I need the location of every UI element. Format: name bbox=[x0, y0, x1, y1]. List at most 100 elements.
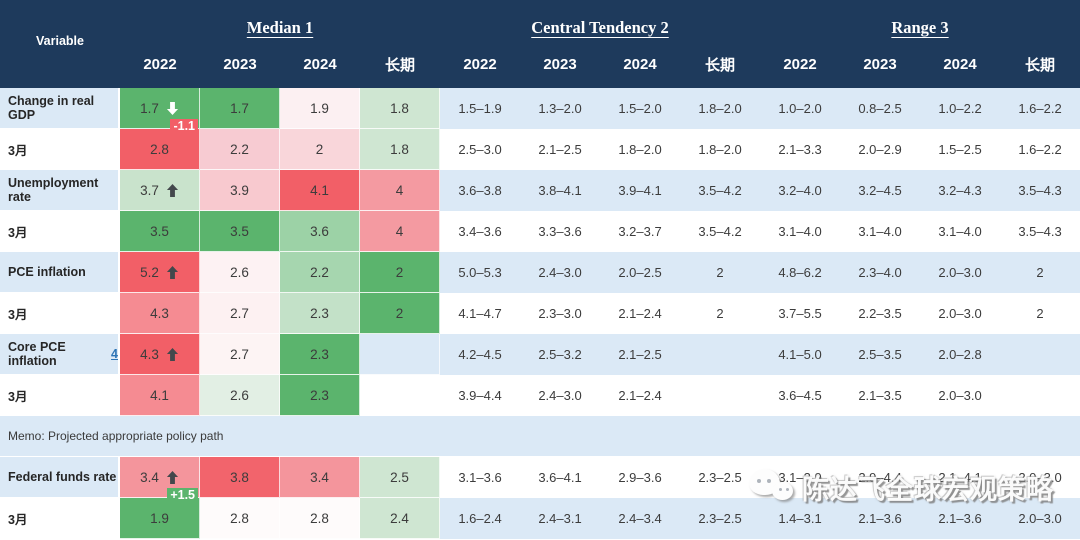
ct-cell: 2.3–3.0 bbox=[520, 293, 600, 334]
median-cell: 2.3 bbox=[280, 334, 360, 375]
median-value: 3.8 bbox=[230, 469, 249, 485]
median-value: 2.2 bbox=[230, 141, 249, 157]
median-value: 4.3 bbox=[150, 305, 169, 321]
row-label-text: 3月 bbox=[8, 512, 28, 527]
row-label-text: Core PCE inflation bbox=[8, 340, 66, 368]
range-cell: 3.1–3.9 bbox=[760, 457, 840, 498]
ct-cell: 3.8–4.1 bbox=[520, 170, 600, 211]
row-label-text: 3月 bbox=[8, 389, 28, 404]
median-value: 3.5 bbox=[150, 223, 169, 239]
row-label-text: Federal funds rate bbox=[8, 470, 117, 484]
ct-cell: 3.9–4.1 bbox=[600, 170, 680, 211]
median-cell: 3.7 bbox=[120, 170, 200, 211]
median-cell: 2 bbox=[280, 129, 360, 170]
ct-cell: 3.4–3.6 bbox=[440, 211, 520, 252]
median-value: 3.4 bbox=[140, 469, 159, 485]
range-cell: 2.0–3.0 bbox=[920, 375, 1000, 416]
median-value: 2.5 bbox=[390, 469, 409, 485]
range-cell: 2.1–4.1 bbox=[920, 457, 1000, 498]
range-cell: 4.1–5.0 bbox=[760, 334, 840, 375]
year-header: 2023 bbox=[863, 55, 897, 73]
median-value: 2.7 bbox=[230, 346, 249, 362]
year-header: 2024 bbox=[303, 55, 337, 73]
memo-row: Memo: Projected appropriate policy path bbox=[0, 416, 1080, 457]
range-cell: 2.1–3.6 bbox=[920, 498, 1000, 539]
ct-cell: 3.6–3.8 bbox=[440, 170, 520, 211]
range-cell: 2.0–3.0 bbox=[920, 252, 1000, 293]
range-cell bbox=[1000, 375, 1080, 416]
median-value: 5.2 bbox=[140, 264, 159, 280]
median-value: 1.7 bbox=[140, 100, 159, 116]
ct-cell: 1.8–2.0 bbox=[600, 129, 680, 170]
range-cell: 3.2–4.5 bbox=[840, 170, 920, 211]
range-cell: 2.2–3.5 bbox=[840, 293, 920, 334]
range-cell: 4.8–6.2 bbox=[760, 252, 840, 293]
median-value: 2.4 bbox=[390, 510, 409, 526]
median-cell: 4.3 bbox=[120, 334, 200, 375]
range-cell: 2.1–3.6 bbox=[840, 498, 920, 539]
median-cell: 1.9 bbox=[280, 88, 360, 129]
median-cell: 2.6 bbox=[200, 252, 280, 293]
row-label: Federal funds rate bbox=[0, 457, 120, 498]
year-header: 2024 bbox=[623, 55, 657, 73]
range-cell: 2.0–3.0 bbox=[1000, 498, 1080, 539]
range-cell: 3.1–4.0 bbox=[840, 211, 920, 252]
ct-cell bbox=[680, 375, 760, 416]
range-cell: 3.5–4.3 bbox=[1000, 211, 1080, 252]
range-cell: 1.6–2.2 bbox=[1000, 88, 1080, 129]
arrow-up-icon bbox=[166, 265, 178, 279]
row-label-text: Change in real GDP bbox=[8, 94, 95, 122]
median-cell: 1.8 bbox=[360, 129, 440, 170]
median-cell: 2.3 bbox=[280, 375, 360, 416]
median-value: 2.2 bbox=[310, 264, 329, 280]
median-cell: 2.8 bbox=[200, 498, 280, 539]
range-cell: 2.0–2.8 bbox=[920, 334, 1000, 375]
range-cell: 2.9–4.4 bbox=[840, 457, 920, 498]
arrow-up-icon bbox=[166, 470, 178, 484]
range-cell: 3.1–4.0 bbox=[760, 211, 840, 252]
range-cell: 2.0–3.0 bbox=[1000, 457, 1080, 498]
median-cell: 2 bbox=[360, 252, 440, 293]
range-cell: 2 bbox=[1000, 293, 1080, 334]
median-cell bbox=[360, 334, 440, 375]
group-title-central-tendency: Central Tendency 2 bbox=[531, 18, 669, 37]
median-value: 2.8 bbox=[150, 141, 169, 157]
median-value: 4.3 bbox=[140, 346, 159, 362]
row-label: 3月 bbox=[0, 211, 120, 252]
median-value: 2.6 bbox=[230, 264, 249, 280]
ct-cell: 3.5–4.2 bbox=[680, 211, 760, 252]
median-value: 3.7 bbox=[140, 182, 159, 198]
ct-cell: 3.3–3.6 bbox=[520, 211, 600, 252]
median-cell: 1.7 bbox=[200, 88, 280, 129]
median-cell: 2.7 bbox=[200, 334, 280, 375]
row-label: Core PCE inflation 4 bbox=[0, 334, 120, 375]
median-value: 1.8 bbox=[390, 100, 409, 116]
ct-cell: 1.5–1.9 bbox=[440, 88, 520, 129]
range-cell: 1.0–2.2 bbox=[920, 88, 1000, 129]
median-value: 2.3 bbox=[310, 387, 329, 403]
footnote-link[interactable]: 4 bbox=[111, 347, 118, 361]
median-cell: 2.4 bbox=[360, 498, 440, 539]
change-note-badge: -1.1 bbox=[170, 119, 198, 134]
median-value: 3.6 bbox=[310, 223, 329, 239]
ct-cell: 3.9–4.4 bbox=[440, 375, 520, 416]
median-value: 4.1 bbox=[310, 182, 329, 198]
median-cell: 2.6 bbox=[200, 375, 280, 416]
median-cell: 4 bbox=[360, 211, 440, 252]
row-label-text: 3月 bbox=[8, 225, 28, 240]
row-label: 3月 bbox=[0, 498, 120, 539]
row-label-text: 3月 bbox=[8, 307, 28, 322]
ct-cell: 3.1–3.6 bbox=[440, 457, 520, 498]
median-cell: 4 bbox=[360, 170, 440, 211]
range-cell: 3.2–4.0 bbox=[760, 170, 840, 211]
ct-cell: 2.1–2.5 bbox=[520, 129, 600, 170]
change-note-badge: +1.5 bbox=[167, 488, 198, 503]
ct-cell: 2.4–3.0 bbox=[520, 375, 600, 416]
arrow-up-icon bbox=[166, 347, 178, 361]
range-cell: 2.1–3.5 bbox=[840, 375, 920, 416]
median-cell: 3.6 bbox=[280, 211, 360, 252]
median-value: 4 bbox=[395, 182, 404, 198]
median-cell: 2.8 -1.1 bbox=[120, 119, 200, 170]
median-cell: 4.1 bbox=[280, 170, 360, 211]
median-cell bbox=[360, 375, 440, 416]
